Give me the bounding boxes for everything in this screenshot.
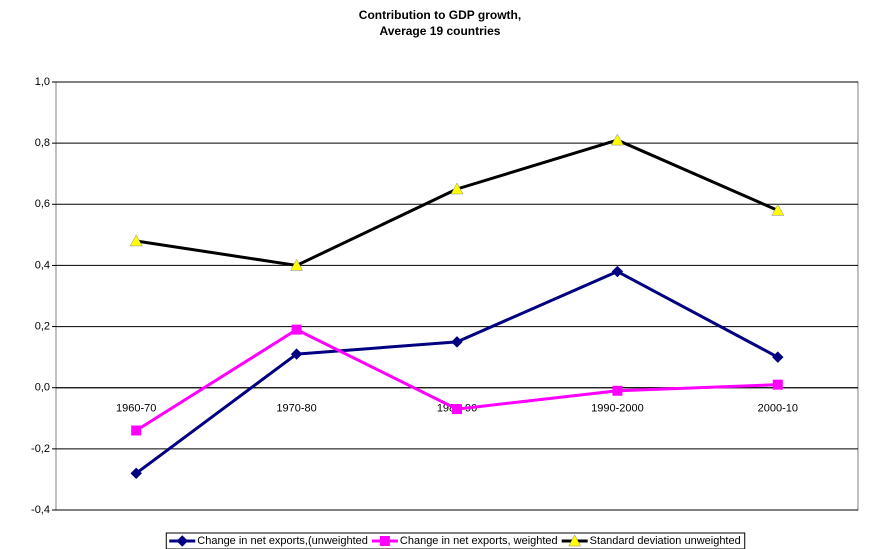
y-tick-label: 1,0 bbox=[35, 76, 50, 88]
point bbox=[451, 336, 463, 348]
series-line bbox=[135, 138, 779, 267]
point bbox=[130, 467, 142, 480]
point bbox=[772, 379, 783, 390]
legend-label: Change in net exports,(unweighted bbox=[197, 535, 368, 547]
x-tick-label: 1990-2000 bbox=[591, 403, 644, 415]
point bbox=[129, 234, 143, 247]
y-tick-label: 0,8 bbox=[35, 137, 50, 149]
plot-area bbox=[55, 81, 859, 511]
chart-title: Contribution to GDP growth, bbox=[359, 8, 521, 22]
point bbox=[176, 535, 188, 547]
y-tick-label: 0,0 bbox=[35, 382, 50, 394]
y-tick-label: -0,4 bbox=[31, 504, 50, 516]
y-tick-label: -0,2 bbox=[31, 443, 50, 455]
point bbox=[291, 324, 302, 335]
x-tick-label: 2000-10 bbox=[758, 403, 798, 415]
legend-box bbox=[165, 532, 746, 549]
legend-label: Change in net exports, weighted bbox=[400, 535, 558, 547]
point bbox=[450, 182, 464, 195]
point bbox=[610, 133, 624, 146]
point bbox=[379, 536, 390, 546]
legend: Change in net exports,(unweighted Change … bbox=[165, 532, 746, 549]
point bbox=[611, 265, 624, 278]
series-line bbox=[135, 270, 779, 475]
y-tick-label: 0,4 bbox=[35, 259, 50, 271]
point bbox=[771, 203, 785, 216]
x-tick-label: 1970-80 bbox=[276, 403, 316, 415]
point bbox=[612, 385, 623, 396]
point bbox=[772, 351, 784, 363]
y-tick-label: 0,2 bbox=[35, 320, 50, 332]
y-tick-label: 0,6 bbox=[35, 198, 50, 210]
legend-label: Standard deviation unweighted bbox=[590, 535, 741, 547]
point bbox=[568, 534, 582, 547]
chart-subtitle: Average 19 countries bbox=[380, 24, 501, 38]
x-tick-label: 1960-70 bbox=[116, 403, 156, 415]
point bbox=[290, 348, 303, 360]
point bbox=[131, 425, 142, 436]
point bbox=[452, 404, 462, 415]
point bbox=[290, 258, 304, 271]
